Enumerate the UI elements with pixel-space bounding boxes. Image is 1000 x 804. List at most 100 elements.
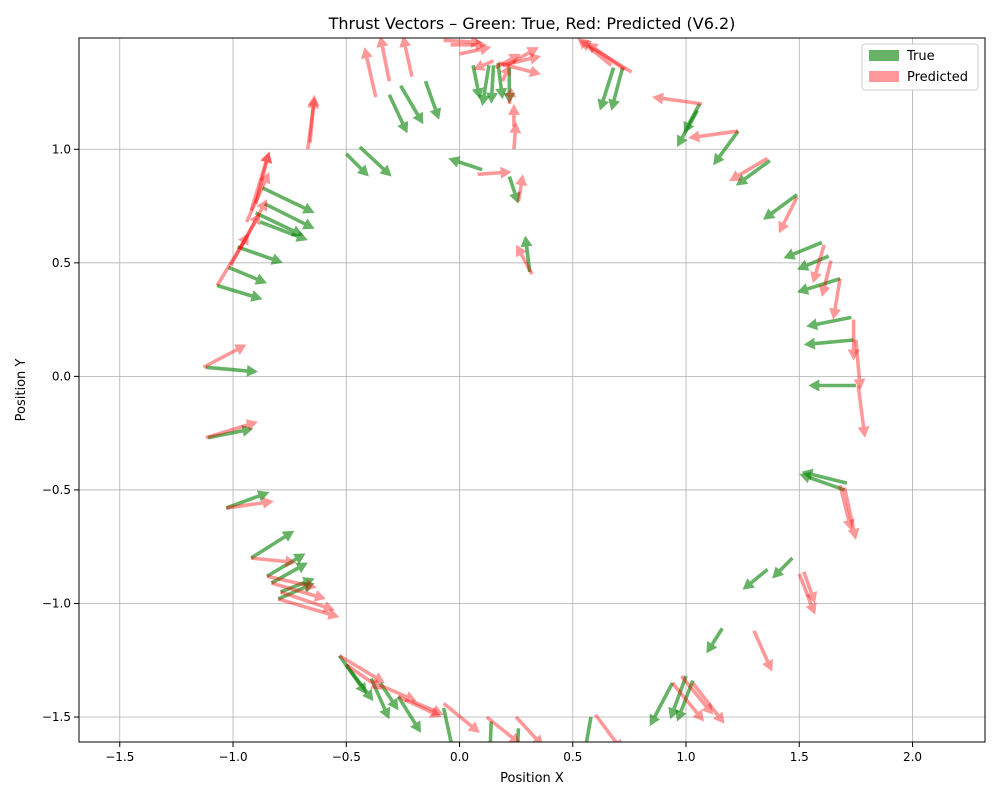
predicted-thrust-arrow — [778, 196, 799, 234]
true-thrust-arrow — [471, 64, 484, 100]
true-thrust-arrow — [516, 728, 521, 742]
true-thrust-arrow — [358, 145, 392, 177]
true-thrust-arrow — [503, 67, 516, 104]
true-thrust-arrow — [423, 80, 442, 120]
predicted-thrust-arrow — [306, 97, 320, 150]
x-axis-label: Position X — [500, 771, 564, 786]
predicted-thrust-arrow — [594, 713, 622, 742]
true-thrust-arrow — [735, 159, 771, 186]
predicted-thrust-arrow — [691, 681, 725, 724]
predicted-thrust-arrow — [215, 233, 249, 287]
x-tick-label: 0.5 — [563, 750, 582, 764]
true-thrust-arrow — [279, 577, 315, 594]
true-thrust-arrow — [369, 677, 391, 720]
predicted-thrust-arrow — [652, 92, 703, 106]
true-thrust-arrow — [396, 695, 421, 733]
predicted-thrust-arrow — [459, 43, 492, 56]
x-tick-label: 0.0 — [450, 750, 469, 764]
predicted-thrust-arrow — [497, 61, 542, 78]
predicted-thrust-arrow — [249, 151, 272, 212]
series-predicted-vectors — [202, 38, 870, 742]
true-thrust-arrow — [797, 254, 830, 271]
true-thrust-arrow — [808, 379, 856, 392]
predicted-thrust-arrow — [688, 129, 739, 143]
true-thrust-arrow — [742, 568, 769, 590]
predicted-thrust-arrow — [361, 47, 378, 98]
predicted-thrust-arrow — [277, 597, 340, 620]
true-thrust-arrow — [783, 240, 823, 260]
predicted-thrust-arrow — [238, 199, 267, 251]
predicted-thrust-arrow — [253, 151, 273, 205]
x-tick-label: 1.0 — [676, 750, 695, 764]
true-thrust-arrow — [763, 193, 799, 220]
predicted-thrust-arrow — [502, 52, 542, 67]
predicted-thrust-arrow — [586, 42, 626, 72]
predicted-thrust-arrow — [205, 419, 258, 440]
predicted-thrust-arrow — [397, 695, 442, 718]
y-tick-label: −0.5 — [42, 483, 71, 497]
true-thrust-arrow — [797, 277, 841, 295]
x-tick-label: −0.5 — [332, 750, 361, 764]
true-thrust-arrow — [225, 490, 270, 510]
predicted-thrust-arrow — [810, 244, 826, 284]
true-thrust-arrow — [227, 265, 267, 285]
predicted-thrust-arrow — [338, 654, 385, 683]
true-thrust-arrow — [485, 65, 498, 104]
x-tick-label: −1.0 — [218, 750, 247, 764]
predicted-thrust-arrow — [853, 339, 866, 390]
true-thrust-arrow — [772, 556, 794, 579]
true-thrust-arrow — [216, 283, 263, 302]
predicted-thrust-arrow — [411, 699, 444, 716]
predicted-thrust-arrow — [515, 174, 528, 202]
predicted-thrust-arrow — [500, 65, 512, 82]
y-tick-label: 0.0 — [52, 369, 71, 383]
x-tick-label: 1.5 — [790, 750, 809, 764]
predicted-thrust-arrow — [379, 683, 417, 703]
true-thrust-arrow — [668, 675, 688, 720]
true-thrust-arrow — [478, 65, 491, 107]
predicted-thrust-arrow — [226, 496, 274, 510]
true-thrust-arrow — [345, 152, 369, 177]
predicted-thrust-arrow — [856, 385, 870, 438]
legend-swatch-true — [869, 50, 899, 61]
vector-layer — [202, 38, 870, 742]
true-thrust-arrow — [205, 364, 258, 377]
predicted-thrust-arrow — [514, 715, 543, 742]
y-tick-label: 1.0 — [52, 142, 71, 156]
predicted-thrust-arrow — [477, 166, 512, 179]
predicted-thrust-arrow — [485, 715, 520, 742]
true-thrust-arrow — [488, 721, 493, 742]
legend-label-true: True — [906, 49, 935, 64]
predicted-thrust-arrow — [202, 344, 247, 369]
axes-background — [79, 38, 985, 742]
true-thrust-arrow — [259, 220, 308, 242]
predicted-thrust-arrow — [280, 590, 335, 613]
true-thrust-arrow — [801, 468, 848, 485]
predicted-thrust-arrow — [729, 156, 769, 182]
true-thrust-arrow — [803, 337, 854, 350]
predicted-thrust-arrow — [671, 681, 705, 722]
predicted-thrust-arrow — [506, 47, 539, 67]
predicted-thrust-arrow — [577, 38, 613, 67]
predicted-thrust-arrow — [504, 88, 517, 105]
chart-title: Thrust Vectors – Green: True, Red: Predi… — [328, 14, 736, 33]
y-tick-label: −1.0 — [42, 596, 71, 610]
predicted-thrust-arrow — [271, 581, 326, 602]
true-thrust-arrow — [507, 176, 521, 204]
true-thrust-arrow — [277, 582, 315, 601]
true-thrust-arrow — [250, 530, 295, 560]
predicted-thrust-arrow — [507, 103, 520, 127]
predicted-thrust-arrow — [579, 40, 633, 74]
true-thrust-arrow — [713, 130, 740, 166]
predicted-thrust-arrow — [842, 487, 860, 540]
predicted-thrust-arrow — [752, 630, 774, 672]
legend-swatch-predicted — [869, 71, 899, 82]
predicted-thrust-arrow — [494, 53, 521, 70]
predicted-thrust-arrow — [251, 555, 297, 568]
true-thrust-arrow — [263, 202, 315, 230]
true-thrust-arrow — [237, 245, 283, 265]
true-thrust-arrow — [520, 235, 533, 273]
tick-layer: −1.5 −1.0 −0.5 0.0 0.5 1.0 1.5 2.0 −1.5 −1.0 −0.5 0… — [42, 142, 922, 764]
predicted-thrust-arrow — [509, 122, 522, 150]
